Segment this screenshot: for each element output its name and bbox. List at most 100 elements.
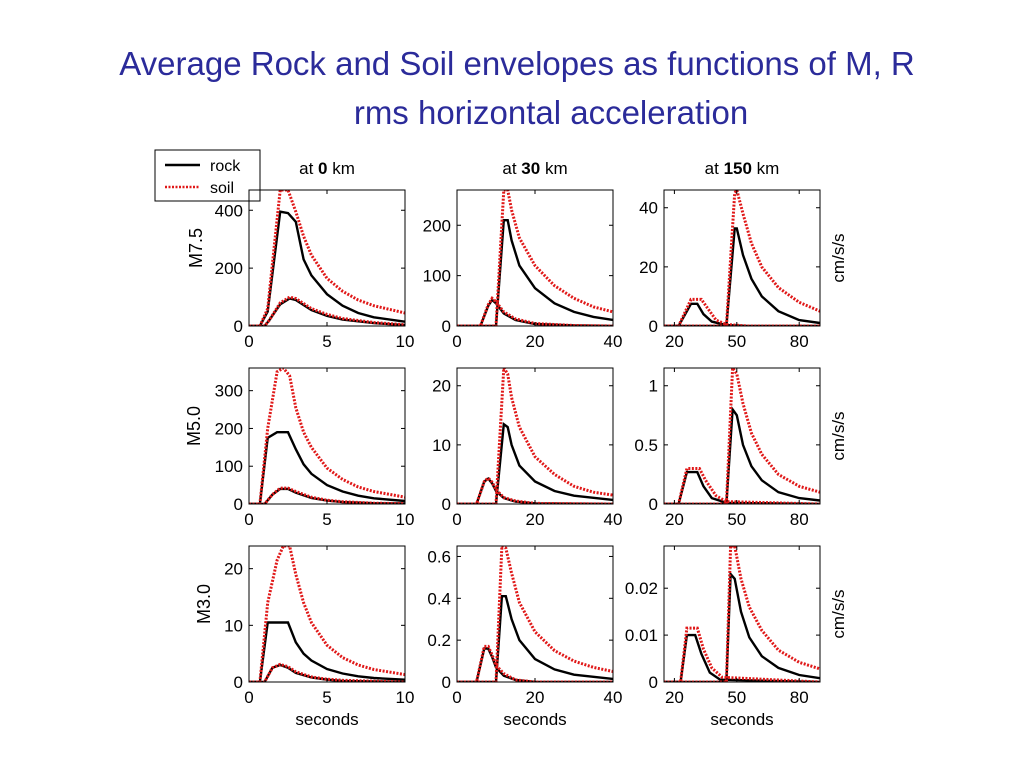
x-axis-label: seconds (503, 710, 566, 729)
x-tick-label: 40 (604, 688, 623, 707)
y-tick-label: 0 (649, 495, 658, 514)
x-tick-label: 20 (665, 510, 684, 529)
panel-frame (663, 545, 821, 683)
slide-title-line2: rms horizontal acceleration (353, 94, 749, 131)
x-tick-label: 40 (604, 332, 623, 351)
x-tick-label: 40 (604, 510, 623, 529)
y-tick-label: 1 (649, 377, 658, 396)
y-tick-label: 400 (215, 201, 243, 220)
column-title-distance: 150 (724, 159, 752, 178)
y-tick-label: 0 (234, 495, 243, 514)
y-unit-label: cm/s/s (829, 589, 848, 638)
soil-series-line (457, 295, 613, 326)
panel-r2-c2: 20 50 80 0 0.01 0.02 seconds cm/s/s (625, 545, 848, 729)
rock-series-line (249, 210, 405, 326)
soil-series-line (249, 662, 405, 682)
panel-r1-c1: 0 20 40 0 10 20 (432, 367, 623, 529)
x-tick-label: 0 (244, 688, 253, 707)
y-tick-label: 0 (234, 317, 243, 336)
panel-frame (663, 189, 821, 327)
slide-title-line1: Average Rock and Soil envelopes as funct… (119, 45, 915, 82)
legend-box: rock soil (154, 149, 261, 202)
soil-series-line (664, 626, 820, 682)
y-tick-label: 0.02 (625, 579, 658, 598)
x-tick-label: 0 (452, 332, 461, 351)
column-title-prefix: at (299, 159, 318, 178)
rock-series-line (457, 421, 613, 504)
column-title: at 30 km (502, 159, 567, 178)
y-tick-label: 0.2 (427, 631, 451, 650)
x-tick-label: 80 (790, 688, 809, 707)
panel-r0-c0: 0 5 10 0 200 400 (215, 189, 414, 351)
y-tick-label: 200 (215, 419, 243, 438)
rock-series-line (664, 405, 820, 504)
soil-series-line (249, 546, 405, 682)
rock-series-line (249, 621, 405, 682)
x-tick-label: 20 (526, 332, 545, 351)
x-tick-label: 20 (526, 688, 545, 707)
column-title-distance: 0 (318, 159, 327, 178)
x-tick-label: 0 (244, 332, 253, 351)
y-unit-label: cm/s/s (829, 233, 848, 282)
x-axis-label: seconds (710, 710, 773, 729)
y-tick-label: 200 (423, 216, 451, 235)
soil-series-line (664, 368, 820, 504)
column-title-distance: 30 (521, 159, 540, 178)
row-magnitude-label: M7.5 (186, 228, 206, 268)
panel-r1-c2: 20 50 80 0 0.5 1 cm/s/s (634, 367, 848, 529)
y-tick-label: 20 (639, 258, 658, 277)
x-tick-label: 50 (727, 688, 746, 707)
rock-series-line (664, 227, 820, 326)
x-tick-label: 20 (665, 688, 684, 707)
panel-frame (663, 367, 821, 505)
panel-frame (456, 189, 614, 327)
panel-frame (456, 367, 614, 505)
rock-series-line (457, 297, 613, 326)
x-tick-label: 80 (790, 510, 809, 529)
y-tick-label: 100 (423, 267, 451, 286)
column-title: at 150 km (705, 159, 780, 178)
y-tick-label: 0 (442, 495, 451, 514)
rock-series-line (664, 633, 820, 682)
soil-series-line (457, 368, 613, 504)
y-tick-label: 0.4 (427, 589, 451, 608)
soil-series-line (664, 546, 820, 682)
x-tick-label: 10 (396, 510, 415, 529)
soil-series-line (664, 467, 820, 504)
y-tick-label: 10 (432, 436, 451, 455)
x-tick-label: 5 (322, 688, 331, 707)
y-tick-label: 0.6 (427, 547, 451, 566)
soil-series-line (457, 190, 613, 326)
x-tick-label: 0 (452, 510, 461, 529)
column-title-prefix: at (502, 159, 521, 178)
row-magnitude-label: M3.0 (194, 584, 214, 624)
soil-series-line (457, 644, 613, 682)
panel-r2-c1: 0 20 40 0 0.2 0.4 0.6 seconds (427, 545, 623, 729)
row-magnitude-label: M5.0 (184, 406, 204, 446)
rock-series-line (457, 219, 613, 326)
panel-r2-c0: 0 5 10 0 10 20 seconds (224, 545, 414, 729)
y-tick-label: 100 (215, 457, 243, 476)
soil-series-line (249, 368, 405, 504)
y-tick-label: 10 (224, 616, 243, 635)
column-title-suffix: km (540, 159, 567, 178)
x-tick-label: 0 (244, 510, 253, 529)
y-tick-label: 0 (649, 673, 658, 692)
column-title-suffix: km (327, 159, 354, 178)
legend-soil-label: soil (210, 180, 234, 197)
x-tick-label: 20 (526, 510, 545, 529)
soil-series-line (664, 190, 820, 326)
x-tick-label: 50 (727, 510, 746, 529)
soil-series-line (249, 190, 405, 326)
rock-series-line (664, 470, 820, 504)
y-tick-label: 300 (215, 382, 243, 401)
y-tick-label: 0 (442, 317, 451, 336)
soil-series-line (457, 546, 613, 682)
x-tick-label: 20 (665, 332, 684, 351)
column-title-prefix: at (705, 159, 724, 178)
y-unit-label: cm/s/s (829, 411, 848, 460)
x-tick-label: 5 (322, 510, 331, 529)
y-tick-label: 20 (224, 560, 243, 579)
